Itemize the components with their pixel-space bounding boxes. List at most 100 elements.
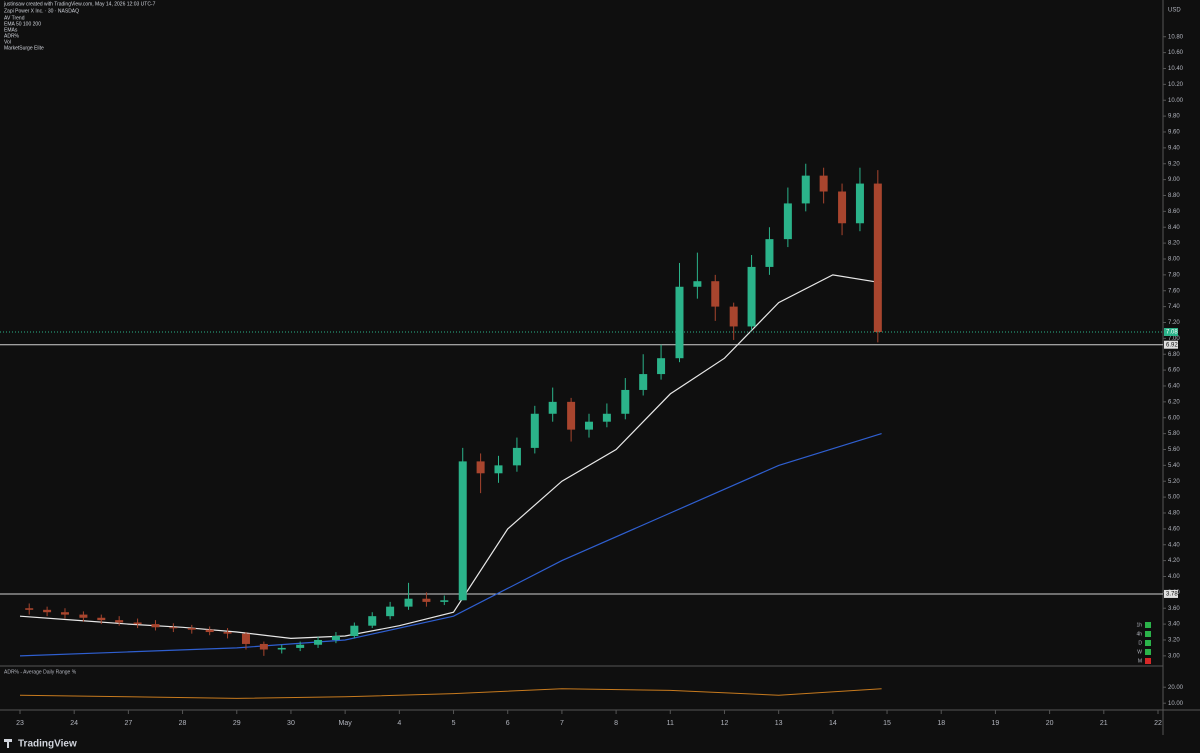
- candle-body: [43, 609, 52, 613]
- timeframe-box: [1145, 631, 1151, 637]
- y-tick-label: 8.80: [1168, 193, 1180, 199]
- candle-body: [729, 306, 738, 327]
- timeframe-box: [1145, 658, 1151, 664]
- y-tick-label: 6.60: [1168, 368, 1180, 374]
- y-tick-label: 4.00: [1168, 574, 1180, 580]
- x-tick-label: 20: [1046, 720, 1054, 727]
- timeframe-box: [1145, 622, 1151, 628]
- x-tick-label: 27: [124, 720, 132, 727]
- x-tick-label: 4: [397, 720, 401, 727]
- candle-body: [79, 614, 88, 618]
- level-tag: [1164, 589, 1178, 598]
- y-tick-label: 4.80: [1168, 511, 1180, 517]
- y-tick-label: 3.60: [1168, 606, 1180, 612]
- indicator-line: [19, 688, 882, 699]
- candle-body: [584, 421, 593, 430]
- x-tick-label: May: [339, 720, 353, 727]
- candle-body: [205, 629, 214, 633]
- candle-body: [567, 401, 576, 430]
- candle-body: [169, 627, 178, 629]
- timeframe-label: W: [1137, 649, 1142, 655]
- y-tick-label: 5.60: [1168, 447, 1180, 453]
- level-label: 6.92: [1166, 342, 1178, 348]
- y-tick-label: 8.00: [1168, 257, 1180, 263]
- y-tick-label: 6.80: [1168, 352, 1180, 358]
- y-tick-label: 9.00: [1168, 177, 1180, 183]
- candle-body: [241, 633, 250, 644]
- timeframe-box: [1145, 649, 1151, 655]
- x-tick-label: 29: [233, 720, 241, 727]
- y-tick-label: 6.00: [1168, 415, 1180, 421]
- candle-body: [223, 632, 232, 634]
- header-line: ADR%: [4, 33, 20, 39]
- y-tick-label: 9.20: [1168, 161, 1180, 167]
- ma-line: [19, 433, 882, 657]
- candle-body: [512, 447, 521, 466]
- candle-body: [801, 175, 810, 204]
- x-tick-label: 24: [70, 720, 78, 727]
- x-tick-label: 14: [829, 720, 837, 727]
- x-tick-label: 7: [560, 720, 564, 727]
- level-tag: [1164, 340, 1178, 349]
- candle-body: [187, 628, 196, 630]
- header-line: EMA 50 100 200: [4, 21, 41, 27]
- candle-body: [711, 281, 720, 307]
- candle-body: [296, 644, 305, 648]
- candle-body: [60, 612, 69, 615]
- y-tick-label: 10.80: [1168, 34, 1184, 40]
- y-tick-label: 4.20: [1168, 558, 1180, 564]
- y-tick-label: 3.40: [1168, 622, 1180, 628]
- y-tick-label: 5.20: [1168, 479, 1180, 485]
- indicator-tick-label: 20.00: [1168, 685, 1184, 691]
- y-tick-label: 9.80: [1168, 114, 1180, 120]
- timeframe-label: 4h: [1136, 631, 1142, 637]
- x-tick-label: 5: [452, 720, 456, 727]
- y-tick-label: 5.00: [1168, 495, 1180, 501]
- candle-body: [838, 191, 847, 224]
- candle-body: [747, 266, 756, 327]
- candle-body: [675, 286, 684, 359]
- y-tick-label: 3.00: [1168, 653, 1180, 659]
- y-tick-label: 9.60: [1168, 130, 1180, 136]
- candle-body: [331, 636, 340, 640]
- y-tick-label: 10.40: [1168, 66, 1184, 72]
- candle-body: [422, 598, 431, 602]
- candle-body: [765, 239, 774, 267]
- candle-body: [530, 413, 539, 448]
- x-tick-label: 19: [992, 720, 1000, 727]
- indicator-title: ADR% - Average Daily Range %: [4, 669, 77, 675]
- candle-body: [783, 203, 792, 240]
- x-tick-label: 28: [179, 720, 187, 727]
- candle-body: [259, 643, 268, 650]
- y-tick-label: 10.60: [1168, 50, 1184, 56]
- last-price-label: 7.08: [1166, 330, 1178, 336]
- header-line: Vol: [4, 39, 11, 45]
- y-tick-label: 6.20: [1168, 399, 1180, 405]
- symbol-title: Zapi Power X Inc. · 30 · NASDAQ: [4, 8, 79, 14]
- last-price-tag: [1164, 328, 1178, 337]
- candle-body: [115, 620, 124, 623]
- candle-body: [819, 175, 828, 192]
- indicator-tick-label: 10.00: [1168, 701, 1184, 707]
- brand-logo: [4, 739, 12, 748]
- currency: USD: [1168, 8, 1181, 14]
- timeframe-box: [1145, 640, 1151, 646]
- y-tick-label: 8.20: [1168, 241, 1180, 247]
- y-tick-label: 8.40: [1168, 225, 1180, 231]
- x-tick-label: 11: [667, 720, 674, 727]
- y-tick-label: 3.20: [1168, 638, 1180, 644]
- credit: justinsaw created with TradingView.com, …: [3, 1, 156, 7]
- candle-body: [386, 606, 395, 617]
- timeframe-label: 1h: [1136, 622, 1142, 628]
- x-tick-label: 23: [16, 720, 24, 727]
- x-tick-label: 21: [1100, 720, 1108, 727]
- candle-body: [277, 647, 286, 650]
- candle-body: [368, 616, 377, 626]
- x-tick-label: 15: [883, 720, 891, 727]
- candle-body: [639, 374, 648, 390]
- x-tick-label: 12: [721, 720, 729, 727]
- candle-body: [440, 600, 449, 602]
